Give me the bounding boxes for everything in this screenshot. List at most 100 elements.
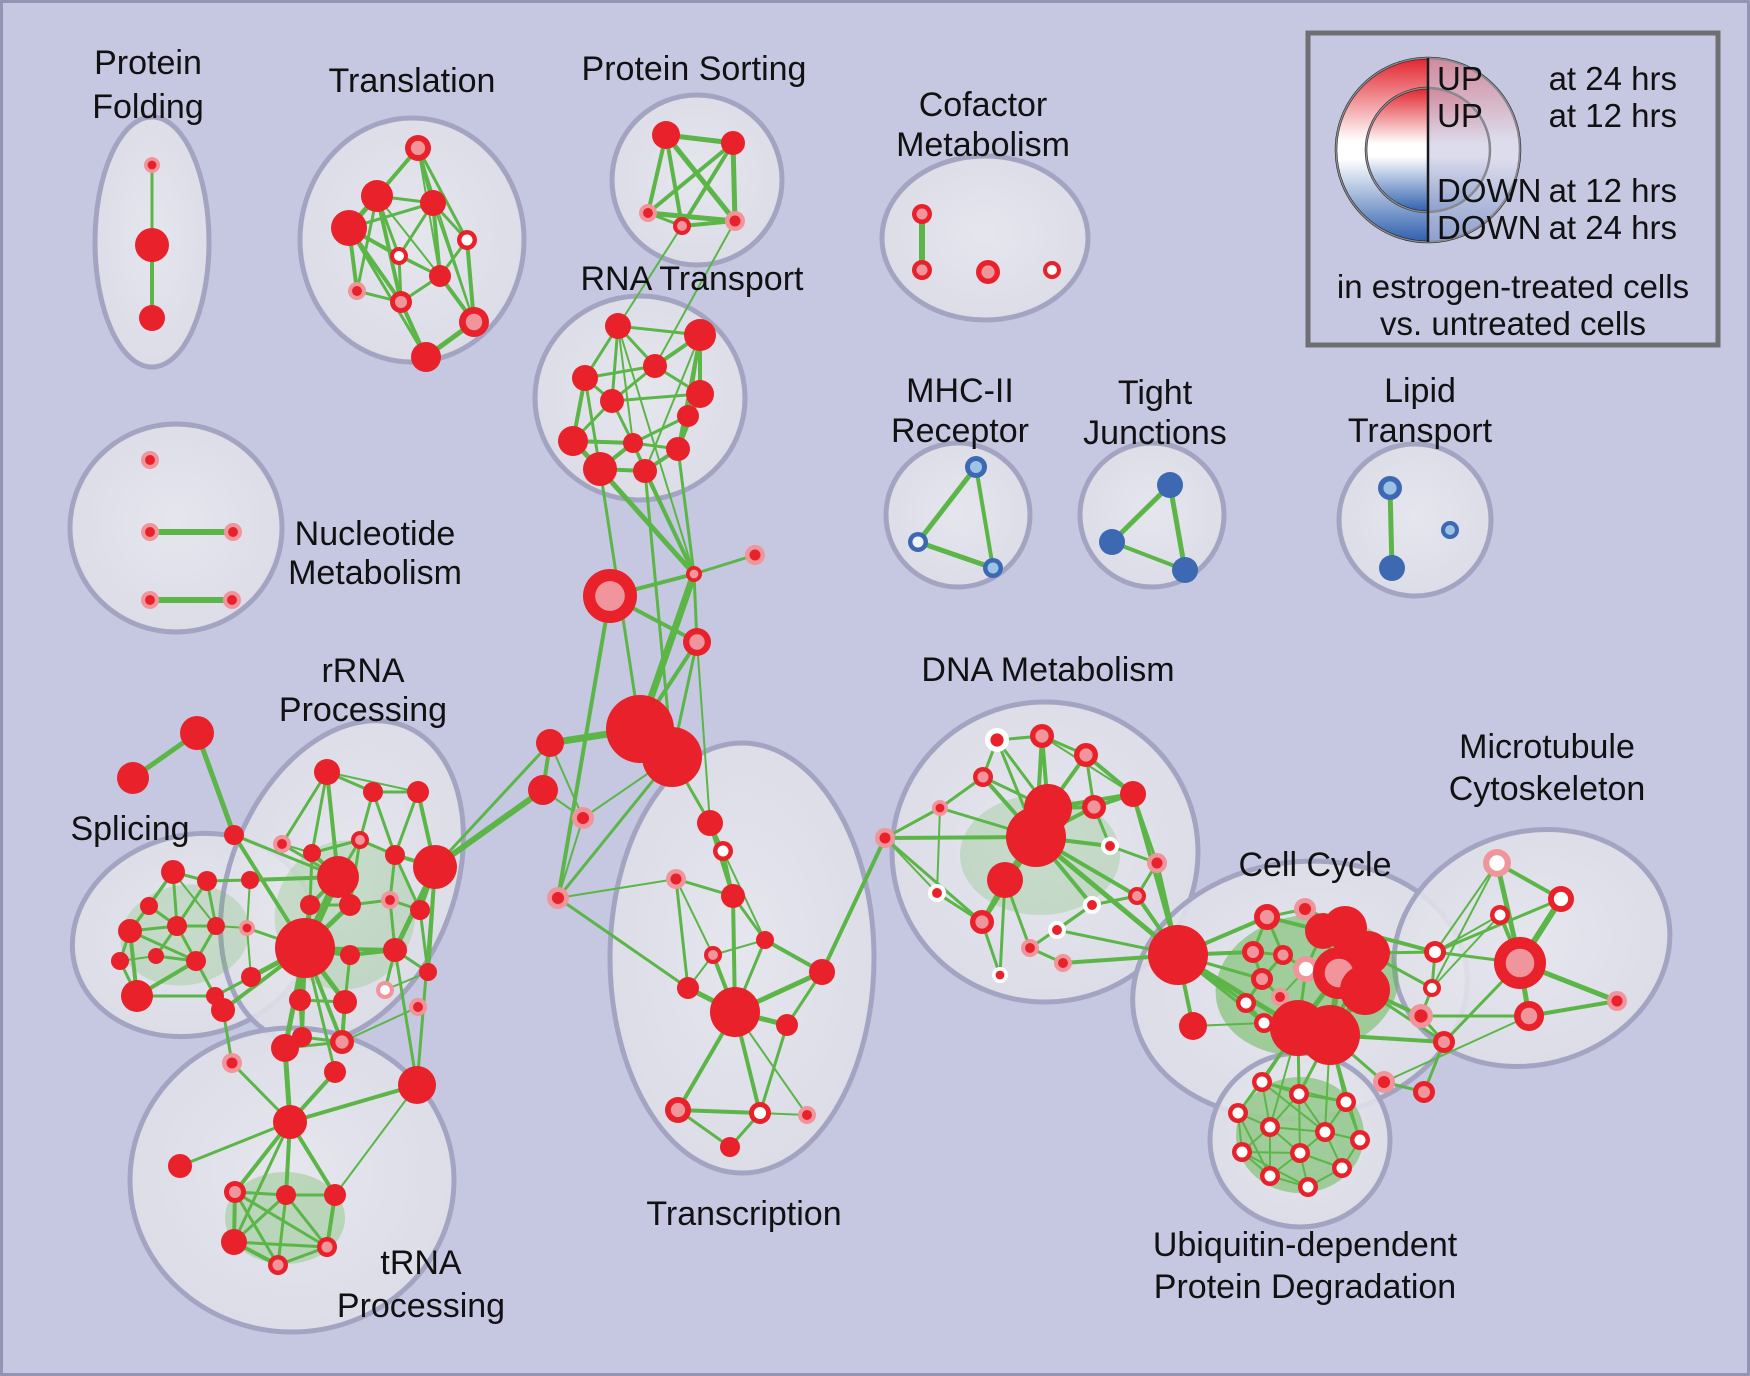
network-node-core [1035, 729, 1049, 743]
network-edge [680, 141, 735, 228]
network-node [605, 313, 631, 339]
network-node [340, 945, 360, 965]
network-node-core [717, 845, 729, 857]
network-node [148, 948, 164, 964]
cluster-bubble-tight-junctions [1077, 440, 1227, 590]
network-edge [1033, 834, 1181, 958]
network-node [528, 775, 558, 805]
network-node [429, 265, 451, 287]
cluster-label-tight-junctions-line2: Junctions [1083, 414, 1227, 452]
network-node-core [1058, 958, 1068, 968]
network-node [224, 825, 244, 845]
network-node-core [394, 251, 404, 261]
network-node [1179, 1012, 1207, 1040]
network-node [1099, 529, 1125, 555]
network-node-core [689, 634, 705, 650]
network-node-core [1445, 525, 1455, 535]
cluster-bubble-cofactor-metabolism [879, 153, 1091, 323]
cluster-bubble-transcription [607, 740, 877, 1176]
network-edge [883, 836, 984, 924]
network-edge [556, 594, 612, 900]
legend-direction-1: UP [1437, 60, 1483, 97]
cluster-label-cofactor-metabolism-line2: Metabolism [896, 126, 1070, 164]
cluster-label-dna-metabolism-line1: DNA Metabolism [921, 651, 1174, 689]
network-edge [883, 806, 942, 840]
network-node-core [277, 839, 287, 849]
legend-time-1: at 24 hrs [1549, 60, 1677, 97]
network-node-core [461, 234, 473, 246]
network-node [756, 931, 774, 949]
network-node-core [1256, 1076, 1268, 1088]
network-edge [674, 877, 690, 990]
network-edge [646, 141, 735, 215]
legend-time-3: at 12 hrs [1549, 172, 1677, 209]
network-node [643, 354, 667, 378]
network-edge [128, 929, 198, 963]
network-node-core [932, 888, 942, 898]
network-node [1379, 555, 1405, 581]
network-node-core [1264, 1121, 1276, 1133]
network-edge [644, 334, 701, 472]
cluster-label-ubiquitin-dependent-protein-degradation-line1: Ubiquitin-dependent [1153, 1226, 1458, 1264]
network-node [118, 919, 142, 943]
network-node-core [677, 221, 687, 231]
cluster-label-microtubule-cytoskeleton-line2: Cytoskeleton [1449, 770, 1646, 808]
network-node-core [643, 208, 653, 218]
network-node-core [394, 295, 408, 309]
legend-direction-3: DOWN [1437, 172, 1541, 209]
network-node-core [670, 1102, 686, 1118]
cluster-label-protein-folding-line1: Protein [94, 44, 202, 82]
network-edge [712, 939, 766, 956]
network-node [776, 1014, 798, 1036]
cluster-label-protein-sorting-line1: Protein Sorting [582, 50, 807, 88]
network-node [333, 990, 357, 1014]
cluster-bubble-protein-sorting [609, 92, 785, 268]
network-node-core [995, 970, 1005, 980]
network-node [197, 871, 217, 891]
network-node [411, 342, 441, 372]
network-node [135, 228, 169, 262]
network-node [314, 759, 340, 785]
network-edge [915, 539, 996, 571]
network-edge [556, 755, 674, 900]
network-edge [692, 553, 757, 576]
network-node-core [1520, 1007, 1538, 1025]
network-node-core [145, 595, 155, 605]
network-node-core [935, 803, 945, 813]
network-node-core [145, 527, 155, 537]
network-node [410, 900, 430, 920]
network-edge [371, 790, 397, 857]
network-edge [276, 1193, 288, 1267]
network-node [686, 380, 714, 408]
network-edge [194, 730, 237, 838]
network-node [558, 426, 588, 456]
cluster-label-transcription-line1: Transcription [646, 1195, 841, 1233]
network-edge [645, 210, 738, 224]
network-node-core [380, 985, 390, 995]
network-node-core [147, 160, 157, 170]
network-node-core [272, 1259, 284, 1271]
network-edge [1109, 482, 1173, 545]
network-edge [617, 325, 695, 575]
cluster-label-mhc-ii-receptor-line2: Receptor [891, 412, 1029, 450]
legend-caption-line1: in estrogen-treated cells [1337, 268, 1689, 305]
network-node [419, 963, 437, 981]
network-node [1120, 781, 1146, 807]
network-edge [730, 140, 738, 224]
network-node [168, 1154, 192, 1178]
network-node-core [969, 460, 983, 474]
network-node-core [879, 832, 891, 844]
network-edge [284, 1193, 329, 1249]
network-node-core [1377, 1075, 1391, 1089]
network-node-core [1354, 1134, 1366, 1146]
network-node-core [990, 733, 1004, 747]
network-node [1148, 925, 1208, 985]
network-edge [597, 466, 697, 577]
network-edge [696, 641, 711, 824]
network-node [721, 884, 745, 908]
cluster-label-ubiquitin-dependent-protein-degradation-line2: Protein Degradation [1154, 1268, 1456, 1306]
network-edge [233, 1190, 329, 1249]
network-edge [393, 948, 419, 1087]
cluster-label-tight-junctions-line1: Tight [1118, 374, 1193, 412]
